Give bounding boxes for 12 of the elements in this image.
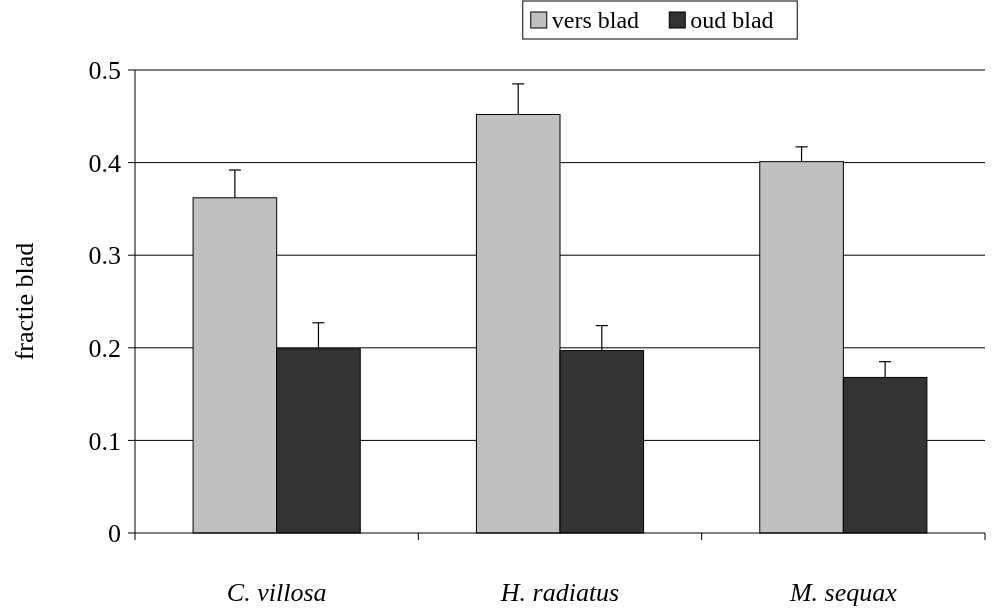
y-tick-label: 0.1 xyxy=(88,426,121,456)
y-tick-label: 0 xyxy=(108,519,121,549)
x-tick-label: M. sequax xyxy=(788,578,898,607)
y-tick-label: 0.3 xyxy=(88,241,121,271)
y-tick-label: 0.5 xyxy=(88,56,121,86)
y-axis-title: fractie blad xyxy=(10,242,39,361)
x-tick-label: H. radiatus xyxy=(499,578,620,607)
y-tick-label: 0.4 xyxy=(88,148,121,178)
x-tick-label: C. villosa xyxy=(226,578,327,607)
legend-label: oud blad xyxy=(690,7,774,33)
legend-label: vers blad xyxy=(551,7,640,33)
y-tick-label: 0.2 xyxy=(88,333,121,363)
